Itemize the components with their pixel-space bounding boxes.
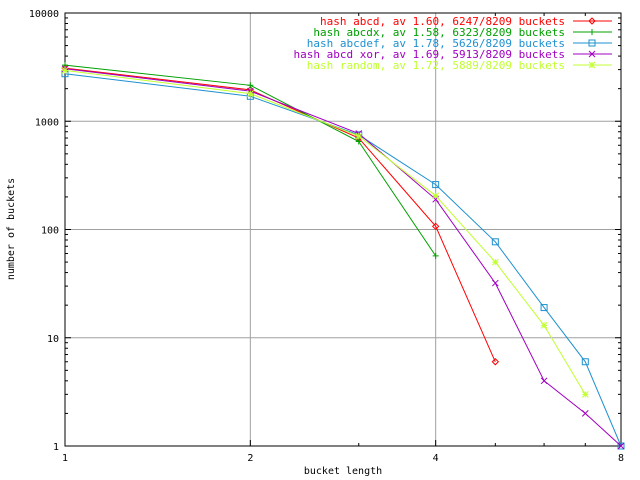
x-axis-ticks: 1 2 4 8 bbox=[62, 13, 624, 464]
data-point bbox=[589, 29, 595, 35]
data-point bbox=[491, 258, 499, 266]
legend: hash abcd, av 1.60, 6247/8209 bucketshas… bbox=[293, 15, 612, 72]
series-line bbox=[64, 64, 437, 257]
legend-entry: hash abcd, av 1.60, 6247/8209 buckets bbox=[320, 15, 565, 28]
data-point bbox=[617, 442, 625, 450]
x-tick-label: 2 bbox=[247, 453, 253, 464]
data-point bbox=[432, 252, 439, 259]
series-line bbox=[64, 67, 496, 363]
data-point bbox=[431, 222, 440, 231]
data-point bbox=[588, 61, 596, 69]
legend-entry: hash abcdef, av 1.78, 5626/8209 buckets bbox=[307, 37, 565, 50]
data-point bbox=[540, 322, 548, 329]
legend-entry: hash abcd xor, av 1.69, 5913/8209 bucket… bbox=[293, 48, 565, 61]
series-line bbox=[64, 69, 586, 395]
data-point bbox=[62, 62, 68, 69]
data-point bbox=[247, 82, 254, 89]
x-axis-label: bucket length bbox=[304, 466, 382, 477]
series-1 bbox=[61, 64, 500, 366]
grid-lines bbox=[65, 13, 621, 446]
x-tick-label: 4 bbox=[433, 453, 439, 464]
data-point bbox=[617, 442, 625, 450]
series-layer bbox=[61, 62, 625, 450]
data-point bbox=[355, 138, 362, 145]
data-point bbox=[491, 238, 499, 246]
x-tick-label: 1 bbox=[62, 453, 68, 464]
data-point bbox=[581, 410, 589, 417]
data-point bbox=[588, 50, 596, 58]
series-2 bbox=[62, 62, 439, 259]
y-axis-label: number of buckets bbox=[6, 178, 17, 280]
series-4 bbox=[61, 65, 625, 450]
data-point bbox=[588, 17, 596, 25]
data-point bbox=[432, 192, 440, 200]
legend-entry: hash abcdx, av 1.58, 6323/8209 buckets bbox=[313, 26, 565, 39]
data-point bbox=[61, 67, 69, 74]
legend-entry: hash random, av 1.72, 5889/8209 buckets bbox=[307, 59, 565, 72]
data-point bbox=[355, 132, 363, 140]
y-tick-label: 100 bbox=[41, 226, 59, 237]
y-tick-label: 10000 bbox=[29, 9, 59, 20]
x-tick-label: 8 bbox=[618, 453, 624, 464]
y-tick-label: 1 bbox=[53, 442, 59, 453]
data-point bbox=[246, 90, 254, 97]
data-point bbox=[588, 39, 596, 47]
data-point bbox=[491, 358, 500, 366]
data-point bbox=[491, 279, 499, 287]
series-5 bbox=[61, 67, 589, 398]
data-point bbox=[540, 377, 548, 385]
y-tick-label: 1000 bbox=[35, 117, 59, 128]
y-axis-ticks: 1 10 100 1000 10000 bbox=[29, 9, 621, 453]
data-point bbox=[432, 181, 440, 189]
data-point bbox=[581, 390, 589, 398]
data-point bbox=[540, 304, 548, 312]
data-point bbox=[581, 358, 589, 366]
series-line bbox=[64, 68, 622, 447]
y-tick-label: 10 bbox=[47, 334, 59, 345]
series-line bbox=[64, 73, 622, 447]
